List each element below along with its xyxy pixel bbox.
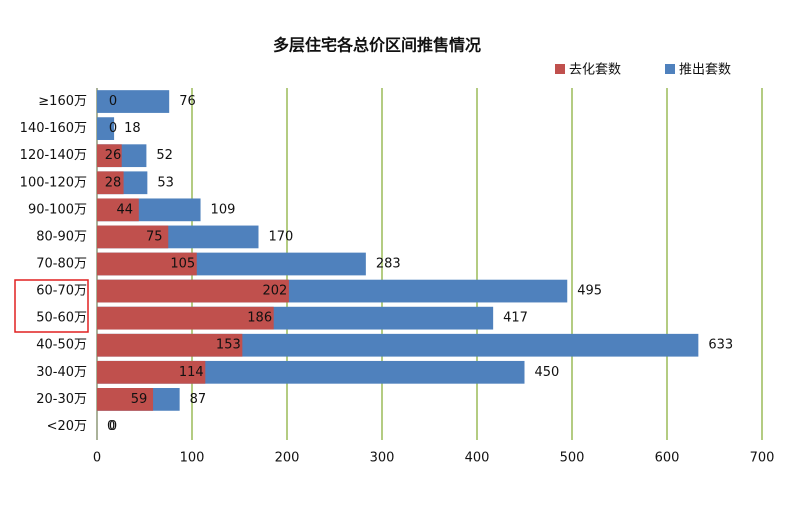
value-label: 0 [109,121,117,136]
value-label: 26 [105,148,122,163]
y-tick-label: 30-40万 [36,365,87,380]
y-tick-label: 140-160万 [20,121,87,136]
value-label: 44 [117,202,134,217]
y-tick-label: 20-30万 [36,392,87,407]
value-label: 417 [503,311,528,326]
value-label: 170 [269,229,294,244]
value-label: 0 [109,94,117,109]
value-label: 87 [190,392,207,407]
x-tick-label: 300 [370,451,395,466]
bar [97,117,115,140]
y-tick-label: 80-90万 [36,229,87,244]
x-tick-label: 100 [180,451,205,466]
value-label: 153 [216,338,241,353]
value-label: 495 [577,284,602,299]
bar [97,333,699,357]
value-label: 109 [211,202,236,217]
y-tick-label: 50-60万 [36,311,87,326]
value-label: 18 [124,121,141,136]
y-tick-label: 90-100万 [28,202,87,217]
value-label: 633 [708,338,733,353]
bar [97,144,122,168]
bar [97,306,274,330]
value-label: 0 [107,419,115,434]
value-label: 283 [376,257,401,272]
bar [97,90,170,113]
bar [97,279,289,303]
value-label: 186 [247,311,272,326]
y-tick-label: 70-80万 [36,257,87,272]
x-tick-label: 400 [465,451,490,466]
y-tick-label: 100-120万 [20,175,87,190]
bar [97,388,154,411]
legend-swatch [555,64,565,74]
value-label: 0 [109,419,117,434]
legend-label: 去化套数 [569,62,621,78]
bar [97,333,243,357]
bar [97,360,206,384]
y-tick-label: <20万 [47,419,87,434]
value-label: 75 [146,229,163,244]
y-tick-label: 60-70万 [36,284,87,299]
y-tick-label: 120-140万 [20,148,87,163]
value-label: 114 [179,365,204,380]
x-tick-label: 200 [275,451,300,466]
value-label: 202 [262,284,287,299]
value-label: 105 [170,257,195,272]
legend-label: 推出套数 [679,62,731,78]
value-label: 76 [179,94,196,109]
legend-swatch [665,64,675,74]
bar [97,225,169,249]
x-tick-label: 500 [560,451,585,466]
highlight-box [14,279,89,333]
value-label: 450 [535,365,560,380]
value-label: 59 [131,392,148,407]
x-tick-label: 700 [750,451,775,466]
x-tick-label: 0 [93,451,101,466]
y-tick-label: ≥160万 [38,94,87,109]
value-label: 52 [156,148,173,163]
value-label: 53 [157,175,174,190]
bar [97,252,197,276]
value-label: 28 [105,175,122,190]
bar [97,171,124,195]
y-tick-label: 40-50万 [36,338,87,353]
x-tick-label: 600 [655,451,680,466]
bar [97,198,139,222]
chart-title: 多层住宅各总价区间推售情况 [273,36,481,55]
